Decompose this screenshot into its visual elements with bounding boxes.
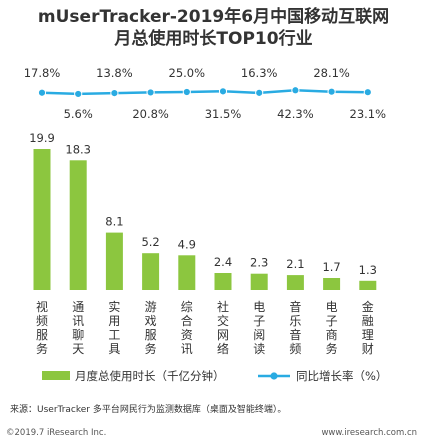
bar-value-label: 4.9 — [178, 237, 196, 251]
growth-point — [255, 88, 264, 97]
category-label: 通讯聊天 — [72, 300, 84, 356]
bar — [214, 273, 232, 290]
chart-svg: 17.8% 5.6% 13.8% 20.8% 25.0% 31.5% 16.3% 42.3% 2… — [24, 66, 388, 383]
legend-bar-label: 月度总使用时长（千亿分钟） — [75, 369, 225, 383]
category-label: 音乐音频 — [289, 299, 301, 356]
bar-value-label: 2.1 — [286, 257, 304, 271]
growth-label: 31.5% — [205, 107, 242, 121]
growth-label: 25.0% — [169, 66, 206, 80]
growth-label: 13.8% — [96, 66, 133, 80]
growth-point — [218, 87, 228, 96]
bar — [69, 160, 87, 290]
growth-point — [37, 88, 47, 97]
growth-label: 23.1% — [350, 107, 387, 121]
bar-value-label: 8.1 — [105, 215, 123, 229]
growth-line — [41, 89, 368, 96]
growth-label: 5.6% — [64, 107, 93, 121]
bar — [323, 278, 341, 290]
growth-point — [182, 87, 191, 97]
bar — [359, 280, 377, 290]
growth-point — [146, 88, 155, 97]
copyright: ©2019.7 iResearch Inc. — [6, 428, 107, 438]
bar — [33, 149, 51, 290]
category-label: 游戏服务 — [145, 300, 157, 356]
growth-label: 28.1% — [313, 66, 350, 80]
growth-point — [110, 89, 119, 98]
bar — [286, 275, 304, 290]
category-label: 视频服务 — [36, 299, 48, 356]
category-label: 电子商务 — [326, 300, 338, 356]
bar — [250, 273, 268, 290]
growth-point — [363, 88, 372, 97]
growth-label: 20.8% — [132, 107, 169, 121]
bar-value-label: 1.7 — [322, 260, 340, 274]
growth-point — [291, 86, 300, 95]
bar-value-label: 5.2 — [141, 235, 159, 249]
category-label: 综合资讯 — [181, 300, 193, 356]
website-url: www.iresearch.com.cn — [321, 428, 417, 438]
bar-value-label: 19.9 — [29, 131, 55, 145]
bar — [178, 255, 196, 290]
legend-line-label: 同比增长率（%） — [296, 369, 387, 383]
bar — [105, 232, 123, 290]
bar-value-label: 2.4 — [214, 255, 232, 269]
growth-label: 17.8% — [24, 66, 61, 80]
growth-label: 42.3% — [277, 107, 314, 121]
bar — [142, 253, 160, 290]
category-label: 电子阅读 — [253, 300, 265, 356]
growth-point — [327, 87, 336, 96]
growth-point — [74, 89, 83, 99]
chart-title-line1: mUserTracker-2019年6月中国移动互联网 — [37, 7, 390, 27]
legend-line-marker — [270, 372, 278, 380]
bar-value-label: 18.3 — [65, 142, 91, 156]
chart-title-line2: 月总使用时长TOP10行业 — [114, 29, 313, 49]
bar-value-label: 1.3 — [359, 263, 377, 277]
category-label: 社交网络 — [217, 299, 229, 356]
growth-label: 16.3% — [241, 66, 278, 80]
legend-bar-swatch — [42, 371, 70, 380]
category-label: 金融理财 — [362, 299, 374, 356]
category-label: 实用工具 — [108, 299, 120, 356]
bar-value-label: 2.3 — [250, 256, 268, 270]
source-note: 来源：UserTracker 多平台网民行为监测数据库（桌面及智能终端）。 — [10, 405, 287, 415]
